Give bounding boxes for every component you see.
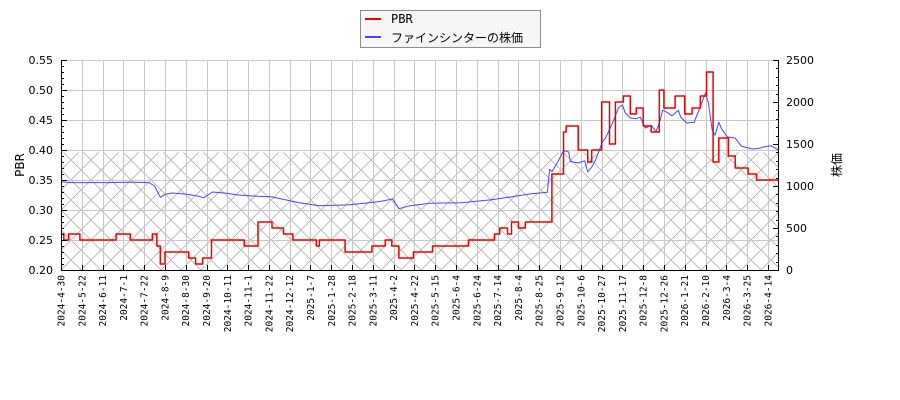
y-axis-left-title: PBR [13,153,27,177]
x-axis-tick-label: 2026-1-21 [680,275,691,327]
x-axis-tick-label: 2026-4-14 [763,275,774,327]
x-axis-tick-label: 2025-4-2 [389,275,400,321]
y-axis-left-tick-label: 0.50 [29,84,54,97]
legend-label-stock-price: ファインシンターの株価 [391,30,524,45]
legend: PBR ファインシンターの株価 [360,10,541,48]
y-axis-right-title: 株価 [829,153,844,177]
x-axis-tick-label: 2025-1-7 [306,275,317,321]
legend-item-pbr: PBR [365,11,413,27]
legend-item-stock-price: ファインシンターの株価 [365,29,523,45]
series-line-pbr [61,71,779,265]
y-axis-right-tick-label: 0 [786,264,793,277]
x-axis-tick-label: 2025-6-24 [472,275,483,327]
x-axis-tick-label: 2025-11-17 [618,275,629,332]
y-axis-left-tick-label: 0.30 [29,204,54,217]
tick-labels-layer: 0.20 0.25 0.30 0.35 0.40 0.45 0.50 0.55 0 500 1000… [29,54,815,332]
y-axis-right-tick-label: 2500 [786,54,814,67]
x-axis-tick-label: 2025-12-8 [639,275,650,327]
y-axis-left-tick-label: 0.40 [29,144,54,157]
x-axis-tick-label: 2026-3-4 [722,275,733,321]
legend-blue-line-icon [365,36,381,38]
x-axis-tick-label: 2025-2-18 [348,275,359,327]
series-line-stock-price [61,92,779,210]
y-axis-right-tick-label: 1000 [786,180,814,193]
x-axis-tick-label: 2025-10-6 [576,275,587,327]
x-axis-tick-label: 2025-4-22 [410,275,421,326]
shaded-region-layer [61,152,779,270]
x-axis-tick-label: 2024-5-22 [77,275,88,326]
x-axis-tick-label: 2024-11-1 [244,275,255,327]
x-axis-tick-label: 2026-3-25 [743,275,754,326]
x-axis-tick-label: 2024-4-30 [57,275,68,327]
x-axis-tick-label: 2025-3-11 [368,275,379,327]
y-axis-left-tick-label: 0.20 [29,264,54,277]
x-axis-tick-label: 2025-12-26 [659,275,670,332]
x-axis-tick-label: 2024-9-20 [202,275,213,327]
x-axis-tick-label: 2024-11-22 [264,275,275,332]
x-axis-tick-label: 2025-5-15 [431,275,442,326]
x-axis-tick-label: 2024-8-30 [181,275,192,327]
x-axis-tick-label: 2025-7-14 [493,275,504,327]
x-axis-tick-label: 2025-6-4 [452,275,463,321]
legend-label-pbr: PBR [391,12,413,26]
x-axis-tick-label: 2025-10-27 [597,275,608,332]
x-axis-tick-label: 2026-2-10 [701,275,712,327]
x-axis-tick-label: 2024-7-1 [119,275,130,321]
legend-red-line-icon [365,18,381,20]
shaded-region [61,152,779,270]
x-axis-tick-label: 2025-9-12 [556,275,567,326]
x-axis-tick-label: 2025-8-25 [535,275,546,326]
x-axis-tick-label: 2024-8-9 [161,275,172,321]
y-axis-left-tick-label: 0.45 [29,114,54,127]
x-axis-tick-label: 2024-12-12 [285,275,296,332]
y-axis-right-tick-label: 1500 [786,138,814,151]
x-axis-tick-label: 2024-7-22 [140,275,151,326]
y-axis-left-tick-label: 0.25 [29,234,54,247]
x-axis-tick-label: 2025-1-28 [327,275,338,327]
y-axis-right-tick-label: 500 [786,222,807,235]
y-axis-right-tick-label: 2000 [786,96,814,109]
x-axis-tick-label: 2024-10-11 [223,275,234,332]
y-axis-left-tick-label: 0.55 [29,54,54,67]
series-layer [61,71,779,265]
y-axis-left-tick-label: 0.35 [29,174,54,187]
x-axis-tick-label: 2025-8-4 [514,275,525,321]
x-axis-tick-label: 2024-6-11 [98,275,109,327]
axes-layer [61,60,779,271]
